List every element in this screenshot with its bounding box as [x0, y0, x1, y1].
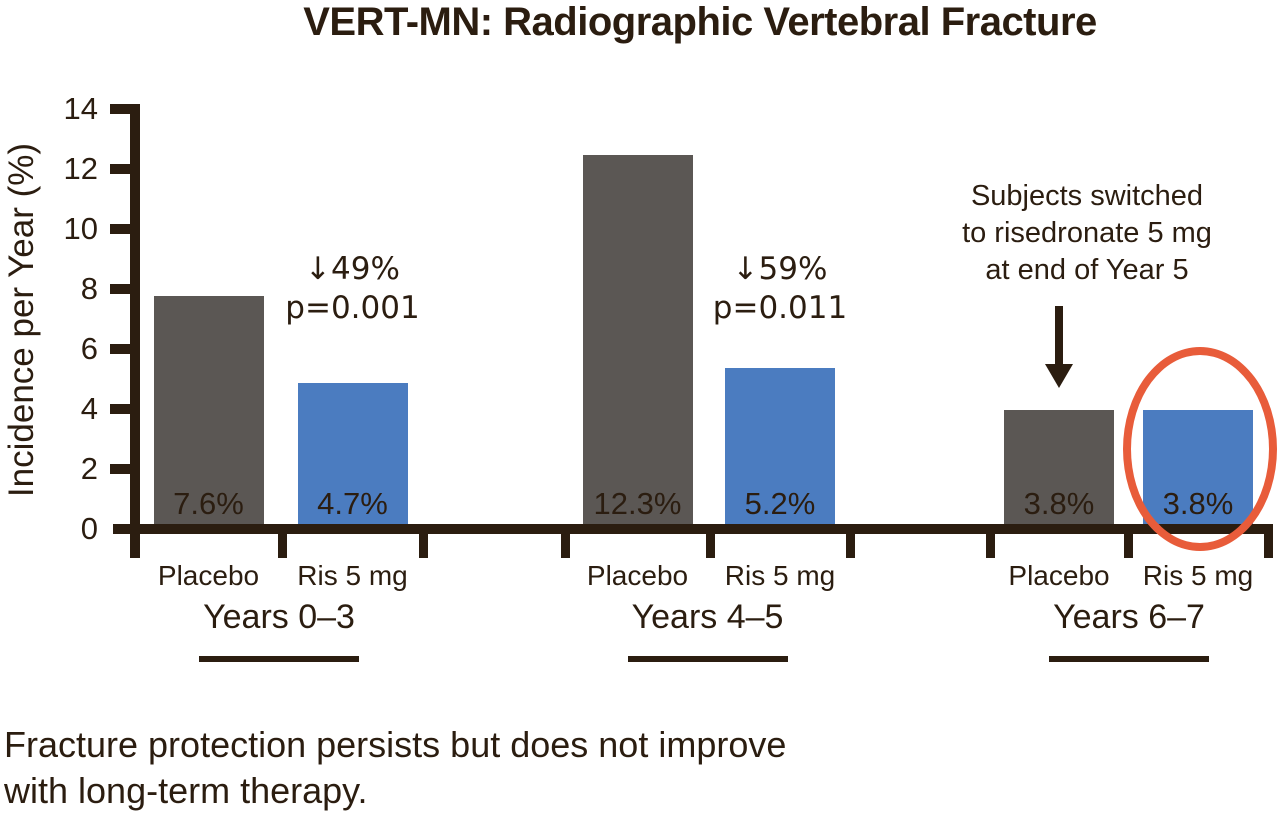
- y-tick: [110, 404, 140, 414]
- x-axis-line: [113, 524, 1272, 534]
- bar-category-label: Ris 5 mg: [724, 560, 836, 591]
- y-tick-label: 2: [80, 451, 98, 486]
- x-tick: [1124, 524, 1133, 558]
- y-tick: [110, 464, 140, 474]
- y-tick-label: 8: [80, 271, 98, 306]
- callout-line: at end of Year 5: [985, 254, 1189, 286]
- bar-placebo-group1: 7.6%: [153, 296, 264, 524]
- x-tick: [561, 524, 570, 558]
- x-tick: [1264, 524, 1273, 558]
- caption-line: with long-term therapy.: [4, 770, 368, 811]
- bar-category-label: Ris 5 mg: [1142, 560, 1254, 591]
- bar-category-label: Ris 5 mg: [297, 560, 408, 591]
- caption-line: Fracture protection persists but does no…: [4, 724, 787, 765]
- group-underline: [627, 656, 788, 662]
- y-tick: [110, 224, 140, 234]
- x-tick: [706, 524, 715, 558]
- bar-value-label: 4.7%: [317, 486, 388, 521]
- bar-risedronate-group2: 5.2%: [725, 368, 835, 524]
- group-underline: [1049, 656, 1209, 662]
- y-tick: [110, 164, 140, 174]
- p-value: p=0.001: [285, 290, 420, 326]
- x-tick: [986, 524, 995, 558]
- y-tick-label: 6: [80, 331, 98, 366]
- down-arrow-stem: [1055, 306, 1063, 366]
- bar-value-label: 12.3%: [593, 486, 682, 521]
- group-label: Years 0–3: [203, 598, 355, 636]
- y-axis-title: Incidence per Year (%): [2, 142, 41, 498]
- bar-placebo-group3: 3.8%: [1004, 410, 1114, 524]
- y-tick: [110, 104, 140, 114]
- annotation-reduction-group1: ↓49% p=0.001: [243, 250, 463, 328]
- down-arrow-icon: [1045, 364, 1073, 388]
- chart-title: VERT-MN: Radiographic Vertebral Fracture: [303, 0, 1097, 44]
- callout-line: to risedronate 5 mg: [962, 217, 1212, 249]
- reduction-percent: ↓59%: [732, 251, 828, 287]
- bar-value-label: 7.6%: [173, 486, 244, 521]
- x-tick: [419, 524, 428, 558]
- group-underline: [199, 656, 359, 662]
- bar-category-label: Placebo: [157, 560, 260, 591]
- callout-line: Subjects switched: [970, 180, 1204, 212]
- reduction-percent: ↓49%: [305, 251, 400, 287]
- bar-risedronate-group1: 4.7%: [297, 383, 408, 524]
- highlight-ellipse: [1123, 347, 1277, 551]
- x-tick: [846, 524, 855, 558]
- y-tick: [110, 344, 140, 354]
- y-tick-label: 4: [80, 391, 98, 426]
- bar-placebo-group2: 12.3%: [582, 155, 693, 524]
- annotation-reduction-group2: ↓59% p=0.011: [670, 250, 890, 328]
- group-label: Years 4–5: [631, 598, 784, 636]
- caption: Fracture protection persists but does no…: [4, 722, 1104, 814]
- bar-value-label: 5.2%: [744, 486, 816, 521]
- p-value: p=0.011: [712, 290, 848, 326]
- y-axis-line: [130, 104, 140, 558]
- y-tick-label: 10: [63, 211, 98, 246]
- bar-category-label: Placebo: [1008, 560, 1110, 591]
- y-tick-label: 0: [80, 511, 98, 546]
- group-label: Years 6–7: [1053, 598, 1205, 636]
- y-tick: [110, 284, 140, 294]
- bar-category-label: Placebo: [586, 560, 689, 591]
- switch-callout: Subjects switched to risedronate 5 mg at…: [912, 178, 1262, 289]
- y-tick-label: 12: [63, 151, 98, 186]
- x-tick: [278, 524, 287, 558]
- bar-value-label: 3.8%: [1023, 486, 1095, 521]
- y-tick-label: 14: [63, 91, 98, 126]
